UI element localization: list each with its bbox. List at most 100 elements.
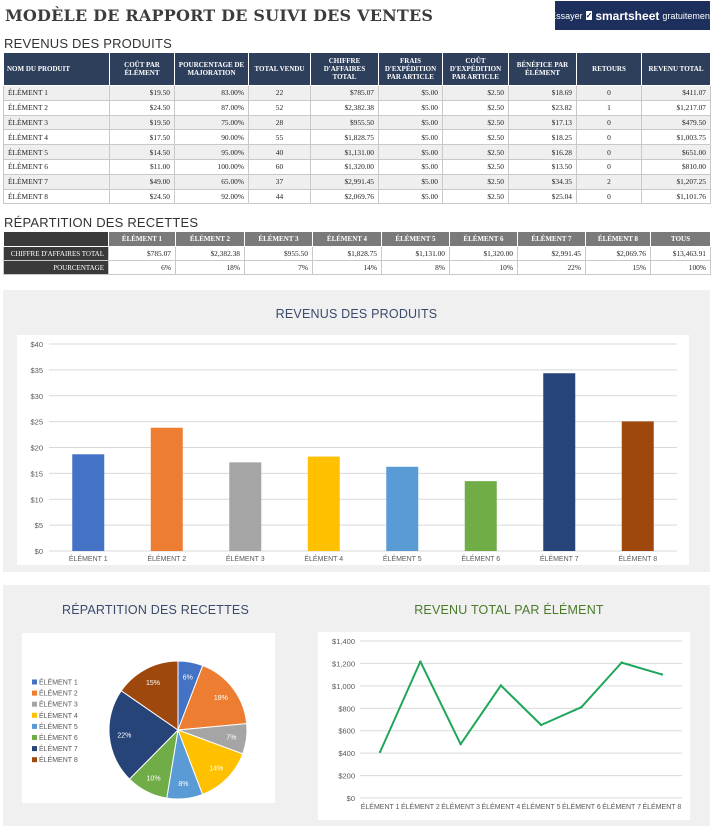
pie-data-label: 14% bbox=[209, 765, 223, 772]
table-cell: $2.50 bbox=[442, 129, 509, 146]
table-cell: 44 bbox=[248, 188, 311, 205]
pie-chart: ÉLÉMENT 1 ÉLÉMENT 2 ÉLÉMENT 3 ÉLÉMENT 4 ÉLÉM… bbox=[22, 633, 275, 803]
line-y-tick-label: $600 bbox=[338, 727, 355, 736]
line-y-tick-label: $1,400 bbox=[332, 637, 355, 646]
bar-y-tick-label: $5 bbox=[35, 521, 43, 530]
table-cell: ÉLÉMENT 3 bbox=[3, 114, 110, 131]
line-point-7 bbox=[620, 661, 623, 664]
line-point-1 bbox=[378, 750, 382, 754]
bar-y-tick-label: $25 bbox=[30, 418, 43, 427]
table-cell: 90.00% bbox=[174, 129, 249, 146]
table-cell: $25.04 bbox=[508, 188, 577, 205]
table-cell: 0 bbox=[576, 188, 642, 205]
revenus-header-2: POURCENTAGE DE MAJORATION bbox=[174, 52, 249, 86]
table-cell: $785.07 bbox=[108, 246, 176, 261]
table-cell: 100% bbox=[650, 260, 711, 275]
table-cell: $1,207.25 bbox=[641, 173, 711, 190]
bar-x-tick-label: ÉLÉMENT 7 bbox=[540, 554, 579, 563]
table-cell: $5.00 bbox=[378, 99, 443, 116]
table-cell: $1,320.00 bbox=[449, 246, 518, 261]
bar-y-tick-label: $0 bbox=[35, 547, 43, 556]
repartition-header-8: TOUS bbox=[650, 231, 711, 247]
checkmark-icon: ✓ bbox=[585, 11, 593, 20]
bar-6 bbox=[464, 481, 497, 551]
table-cell: $2,382.38 bbox=[310, 99, 379, 116]
table-cell: $19.50 bbox=[109, 85, 175, 101]
table-cell: $5.00 bbox=[378, 158, 443, 175]
table-cell: 10% bbox=[449, 260, 518, 275]
table-cell: 60 bbox=[248, 158, 311, 175]
table-cell: $2.50 bbox=[442, 144, 509, 160]
table-cell: $1,101.76 bbox=[641, 188, 711, 205]
table-cell: 0 bbox=[576, 158, 642, 175]
table-cell: 28 bbox=[248, 114, 311, 131]
bar-y-tick-label: $15 bbox=[30, 469, 43, 478]
table-cell: 22 bbox=[248, 85, 311, 101]
line-point-8 bbox=[660, 673, 664, 676]
line-point-5 bbox=[539, 723, 543, 727]
bar-x-tick-label: ÉLÉMENT 1 bbox=[69, 554, 108, 563]
table-cell: 0 bbox=[576, 129, 642, 146]
table-cell: 87.00% bbox=[174, 99, 249, 116]
pie-data-label: 6% bbox=[183, 675, 193, 682]
line-y-tick-label: $800 bbox=[338, 704, 355, 713]
table-row: ÉLÉMENT 6 $11.00 100.00% 60 $1,320.00 $5.00 $2… bbox=[3, 158, 711, 175]
bar-y-tick-label: $35 bbox=[30, 366, 43, 375]
pie-legend-swatch bbox=[32, 723, 37, 729]
line-y-tick-label: $400 bbox=[338, 749, 355, 758]
row-label: POURCENTAGE bbox=[3, 260, 109, 275]
line-x-tick-label: ÉLÉMENT 7 bbox=[602, 802, 641, 811]
bar-x-tick-label: ÉLÉMENT 6 bbox=[461, 554, 500, 563]
pie-legend-label: ÉLÉMENT 6 bbox=[39, 733, 78, 742]
table-row: ÉLÉMENT 8 $24.50 92.00% 44 $2,069.76 $5.00 $2.… bbox=[3, 188, 711, 205]
table-cell: 83.00% bbox=[174, 85, 249, 101]
table-cell: 37 bbox=[248, 173, 311, 190]
revenus-header-4: CHIFFRE D'AFFAIRES TOTAL bbox=[310, 52, 379, 86]
table-cell: 2 bbox=[576, 173, 642, 190]
try-smartsheet-button[interactable]: Essayer ✓ smartsheet gratuitement. bbox=[550, 1, 713, 30]
table-cell: $479.50 bbox=[641, 114, 711, 131]
table-cell: $5.00 bbox=[378, 85, 443, 101]
pie-slice-8 bbox=[120, 660, 179, 731]
repartition-header-7: ÉLÉMENT 8 bbox=[585, 231, 651, 247]
pie-legend-swatch bbox=[32, 735, 37, 740]
line-point-2 bbox=[419, 660, 422, 663]
cta-try-text: Essayer bbox=[550, 10, 583, 21]
table-cell: $1,131.00 bbox=[381, 246, 450, 261]
table-row: ÉLÉMENT 5 $14.50 95.00% 40 $1,131.00 $5.00 $2.… bbox=[3, 144, 711, 160]
revenus-header-9: REVENU TOTAL bbox=[641, 52, 711, 86]
table-cell: 0 bbox=[576, 85, 642, 101]
bar-chart-panel: REVENUS DES PRODUITS $0 $5 $10 $15 $20 $25 $30… bbox=[3, 290, 710, 572]
table-cell: $5.00 bbox=[378, 144, 443, 160]
table-cell: $5.00 bbox=[378, 129, 443, 146]
line-y-tick-label: $0 bbox=[347, 794, 355, 803]
revenus-header-8: RETOURS bbox=[576, 52, 642, 86]
table-cell: 52 bbox=[248, 99, 311, 116]
line-point-4 bbox=[499, 684, 503, 687]
table-cell: 15% bbox=[585, 260, 651, 275]
table-cell: 8% bbox=[381, 260, 450, 275]
pie-data-label: 10% bbox=[147, 775, 161, 782]
page-title: MODÈLE DE RAPPORT DE SUIVI DES VENTES bbox=[5, 6, 434, 25]
table-cell: $5.00 bbox=[378, 114, 443, 131]
table-cell: $5.00 bbox=[378, 188, 443, 205]
pie-slice-4 bbox=[177, 729, 244, 796]
pie-chart-title: RÉPARTITION DES RECETTES bbox=[61, 603, 249, 617]
revenus-header-0: NOM DU PRODUIT bbox=[3, 52, 110, 86]
pie-legend-label: ÉLÉMENT 1 bbox=[39, 678, 78, 687]
table-cell: $1,320.00 bbox=[310, 158, 379, 175]
table-cell: $24.50 bbox=[109, 188, 175, 205]
line-x-tick-label: ÉLÉMENT 3 bbox=[441, 802, 480, 811]
table-cell: $2.50 bbox=[442, 85, 509, 101]
table-cell: 6% bbox=[108, 260, 176, 275]
pie-chart-svg: ÉLÉMENT 1 ÉLÉMENT 2 ÉLÉMENT 3 ÉLÉMENT 4 ÉLÉM… bbox=[32, 660, 248, 800]
table-cell: ÉLÉMENT 2 bbox=[3, 99, 110, 116]
line-chart-svg: $0 $200 $400 $600 $800 $1,000 $1,200 $1,400 ÉLÉM… bbox=[332, 637, 682, 811]
pie-legend-label: ÉLÉMENT 5 bbox=[39, 722, 78, 731]
table-cell: $11.00 bbox=[109, 158, 175, 175]
bar-7 bbox=[543, 373, 576, 551]
table-row: POURCENTAGE 6% 18% 7% 14% 8% 10% 22% 15% 100% bbox=[3, 260, 711, 275]
line-x-tick-label: ÉLÉMENT 6 bbox=[562, 802, 601, 811]
pie-legend-label: ÉLÉMENT 2 bbox=[39, 689, 78, 698]
pie-chart-panel: RÉPARTITION DES RECETTES ÉLÉMENT 1 ÉLÉMEN… bbox=[3, 585, 308, 826]
